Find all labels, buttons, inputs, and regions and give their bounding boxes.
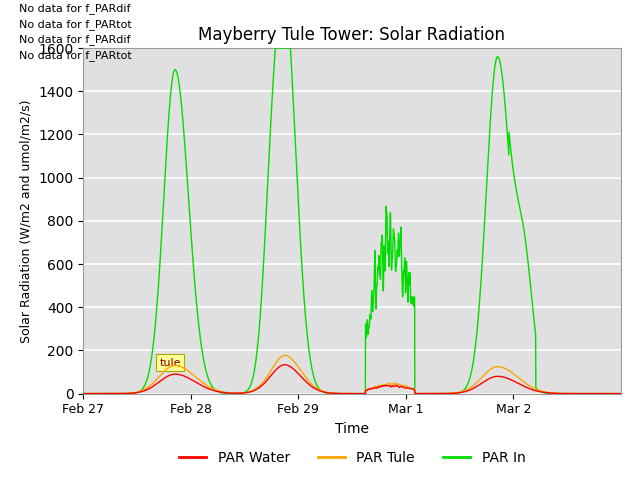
Y-axis label: Solar Radiation (W/m2 and umol/m2/s): Solar Radiation (W/m2 and umol/m2/s): [20, 99, 33, 343]
X-axis label: Time: Time: [335, 422, 369, 436]
Title: Mayberry Tule Tower: Solar Radiation: Mayberry Tule Tower: Solar Radiation: [198, 25, 506, 44]
Text: tule: tule: [159, 358, 181, 368]
Legend: PAR Water, PAR Tule, PAR In: PAR Water, PAR Tule, PAR In: [173, 445, 531, 470]
Text: No data for f_PARdif
No data for f_PARtot
No data for f_PARdif
No data for f_PAR: No data for f_PARdif No data for f_PARto…: [19, 3, 131, 61]
